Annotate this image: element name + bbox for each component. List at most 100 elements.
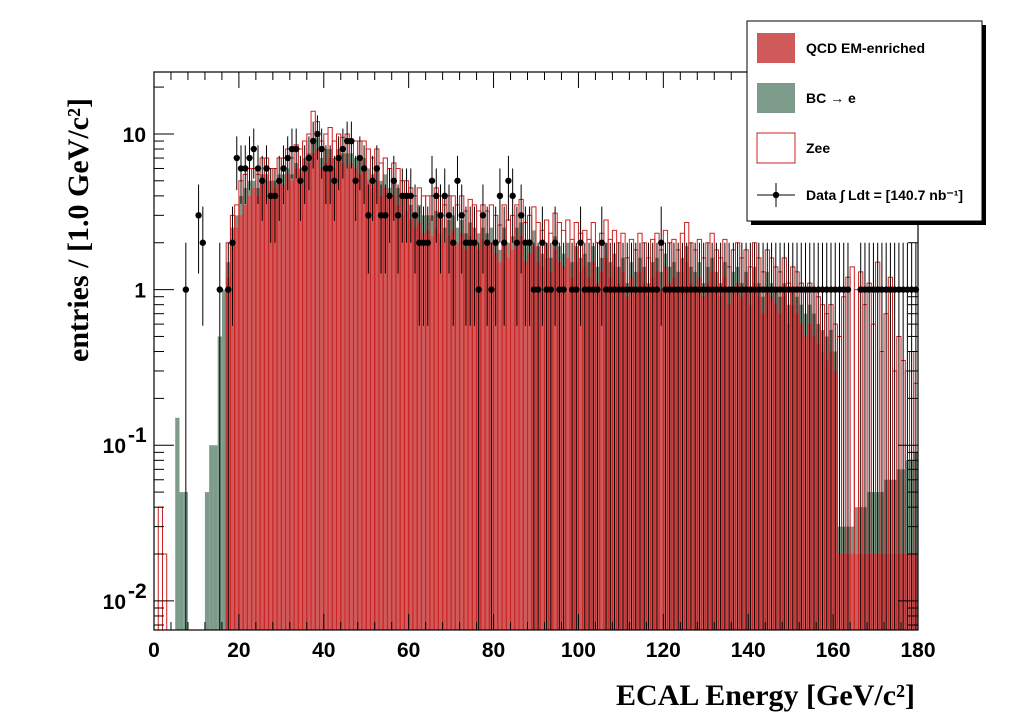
bar-qcd-em-enriched bbox=[349, 163, 354, 630]
bar-qcd-em-enriched bbox=[854, 554, 859, 630]
bar-qcd-em-enriched bbox=[315, 149, 320, 630]
data-point bbox=[534, 286, 542, 293]
data-point bbox=[505, 177, 512, 184]
data-point bbox=[390, 177, 398, 184]
bar-qcd-em-enriched bbox=[565, 257, 570, 630]
data-point bbox=[411, 212, 419, 219]
bar-qcd-em-enriched bbox=[353, 168, 358, 630]
data-point bbox=[653, 286, 661, 293]
data-point bbox=[526, 239, 533, 246]
bar-qcd-em-enriched bbox=[234, 227, 239, 630]
bar-bc-e bbox=[175, 417, 180, 630]
bar-qcd-em-enriched bbox=[357, 174, 362, 630]
bar-qcd-em-enriched bbox=[383, 187, 388, 630]
legend-swatch-zee bbox=[756, 132, 796, 164]
bar-qcd-em-enriched bbox=[599, 271, 604, 630]
data-point bbox=[318, 145, 325, 153]
data-point bbox=[195, 212, 202, 219]
data-point bbox=[301, 165, 308, 172]
data-point bbox=[428, 177, 436, 184]
x-tick-label: 120 bbox=[646, 639, 681, 662]
bar-qcd-em-enriched bbox=[243, 204, 248, 630]
bar-bc-e bbox=[209, 445, 214, 630]
bar-qcd-em-enriched bbox=[451, 230, 456, 630]
data-point bbox=[594, 286, 601, 293]
bar-qcd-em-enriched bbox=[361, 168, 367, 630]
data-point bbox=[500, 239, 508, 246]
bar-qcd-em-enriched bbox=[578, 271, 583, 630]
bar-qcd-em-enriched bbox=[378, 195, 384, 630]
bar-qcd-em-enriched bbox=[425, 230, 430, 630]
data-point bbox=[305, 154, 313, 162]
data-point bbox=[551, 239, 559, 246]
legend-label-qcd-em-enriched: QCD EM-enriched bbox=[806, 40, 925, 56]
data-point bbox=[326, 165, 334, 172]
data-point bbox=[475, 286, 482, 293]
bar-qcd-em-enriched bbox=[345, 168, 350, 630]
bar-qcd-em-enriched bbox=[463, 249, 469, 630]
bar-qcd-em-enriched bbox=[340, 163, 345, 630]
x-axis-label: ECAL Energy [GeV/c²] bbox=[616, 679, 915, 712]
bar-qcd-em-enriched bbox=[468, 236, 473, 630]
data-point bbox=[539, 239, 546, 246]
bar-qcd-em-enriched bbox=[238, 215, 244, 630]
bar-qcd-em-enriched bbox=[472, 242, 477, 630]
data-point bbox=[517, 212, 525, 219]
data-point bbox=[254, 165, 262, 172]
bar-qcd-em-enriched bbox=[459, 233, 464, 630]
data-point bbox=[250, 145, 257, 153]
bar-qcd-em-enriched bbox=[306, 163, 312, 630]
x-tick-label: 20 bbox=[227, 639, 250, 662]
data-point bbox=[458, 212, 465, 219]
legend-label-zee: Zee bbox=[806, 140, 830, 156]
bar-qcd-em-enriched bbox=[850, 554, 855, 630]
data-point bbox=[513, 239, 521, 246]
bar-qcd-em-enriched bbox=[421, 233, 426, 630]
data-point bbox=[560, 286, 567, 293]
plot-frame bbox=[153, 71, 919, 631]
data-point bbox=[352, 177, 359, 184]
data-point bbox=[382, 212, 389, 219]
bar-qcd-em-enriched bbox=[527, 253, 532, 630]
bar-qcd-em-enriched bbox=[400, 215, 405, 630]
bar-qcd-em-enriched bbox=[502, 242, 507, 630]
bar-qcd-em-enriched bbox=[370, 187, 375, 630]
legend-entries: QCD EM-enriched BC → e Zee Data ∫ Ldt = [14… bbox=[756, 33, 963, 207]
bar-qcd-em-enriched bbox=[493, 253, 498, 630]
data-point bbox=[658, 239, 665, 246]
x-tick-label: 160 bbox=[816, 639, 851, 662]
bar-qcd-em-enriched bbox=[272, 187, 278, 630]
data-point bbox=[450, 239, 457, 246]
data-point bbox=[492, 239, 499, 246]
bar-qcd-em-enriched bbox=[277, 180, 282, 630]
bar-qcd-em-enriched bbox=[446, 236, 452, 630]
bar-qcd-em-enriched bbox=[285, 174, 290, 630]
y-tick-label: 10 bbox=[103, 435, 126, 458]
bar-qcd-em-enriched bbox=[429, 236, 435, 630]
data-point bbox=[373, 165, 381, 172]
data-point bbox=[441, 192, 448, 200]
data-point bbox=[598, 239, 605, 246]
data-point bbox=[225, 286, 232, 293]
bar-qcd-em-enriched bbox=[289, 180, 295, 630]
y-tick-label-exponent: -1 bbox=[128, 424, 147, 447]
x-tick-label: 100 bbox=[561, 639, 596, 662]
data-point bbox=[229, 239, 236, 246]
x-tick-label: 60 bbox=[397, 639, 420, 662]
bar-qcd-em-enriched bbox=[510, 249, 515, 630]
bar-qcd-em-enriched bbox=[311, 153, 316, 630]
bar-qcd-em-enriched bbox=[408, 219, 413, 630]
data-point bbox=[509, 192, 516, 200]
data-point bbox=[573, 286, 580, 293]
y-tick-label: 1 bbox=[134, 280, 146, 303]
data-point bbox=[407, 192, 414, 200]
data-point bbox=[365, 212, 372, 219]
bar-zee bbox=[161, 553, 168, 630]
bar-qcd-em-enriched bbox=[497, 262, 503, 630]
legend-label-data-ldt-140-7-nb: Data ∫ Ldt = [140.7 nb⁻¹] bbox=[806, 187, 963, 204]
data-point bbox=[496, 192, 504, 200]
bar-qcd-em-enriched bbox=[268, 192, 273, 630]
data-point bbox=[360, 165, 368, 172]
